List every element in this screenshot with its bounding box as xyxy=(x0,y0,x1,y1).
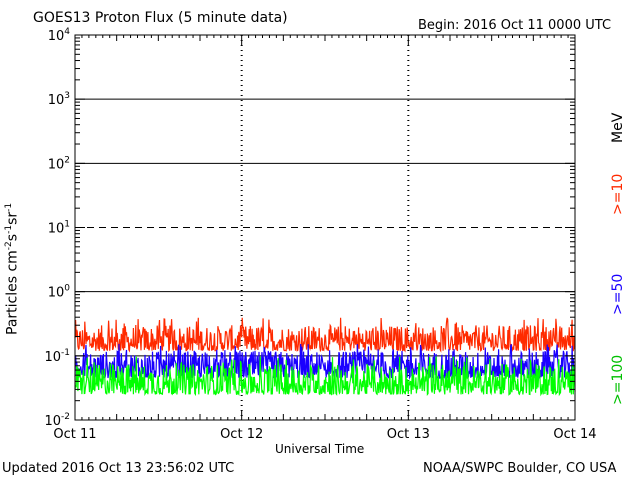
chart-title: GOES13 Proton Flux (5 minute data) xyxy=(33,10,288,26)
x-tick-label: Oct 13 xyxy=(387,427,430,442)
y-tick-label: 101 xyxy=(48,220,70,237)
x-tick-label: Oct 12 xyxy=(220,427,263,442)
legend-unit: MeV xyxy=(610,112,626,143)
series-line xyxy=(74,343,576,381)
y-axis-title: Particles cm-2s-1sr-1 xyxy=(4,202,21,335)
x-axis-title: Universal Time xyxy=(275,442,365,456)
series-line xyxy=(74,317,576,353)
begin-time: Begin: 2016 Oct 11 0000 UTC xyxy=(418,18,612,33)
legend-series-10: >=10 xyxy=(610,173,626,215)
y-tick-label: 103 xyxy=(48,91,70,108)
legend-series-50: >=50 xyxy=(610,273,626,315)
credit-text: NOAA/SWPC Boulder, CO USA xyxy=(423,461,617,476)
x-tick-label: Oct 14 xyxy=(553,427,596,442)
y-tick-label: 10-1 xyxy=(44,348,70,365)
series-line xyxy=(74,356,576,397)
y-tick-label: 104 xyxy=(48,27,71,44)
y-tick-label: 102 xyxy=(48,155,70,172)
y-tick-label: 10-2 xyxy=(44,412,70,429)
legend-series-100: >=100 xyxy=(610,354,626,405)
updated-timestamp: Updated 2016 Oct 13 23:56:02 UTC xyxy=(2,461,235,476)
x-tick-label: Oct 11 xyxy=(53,427,96,442)
y-tick-label: 100 xyxy=(48,284,71,301)
